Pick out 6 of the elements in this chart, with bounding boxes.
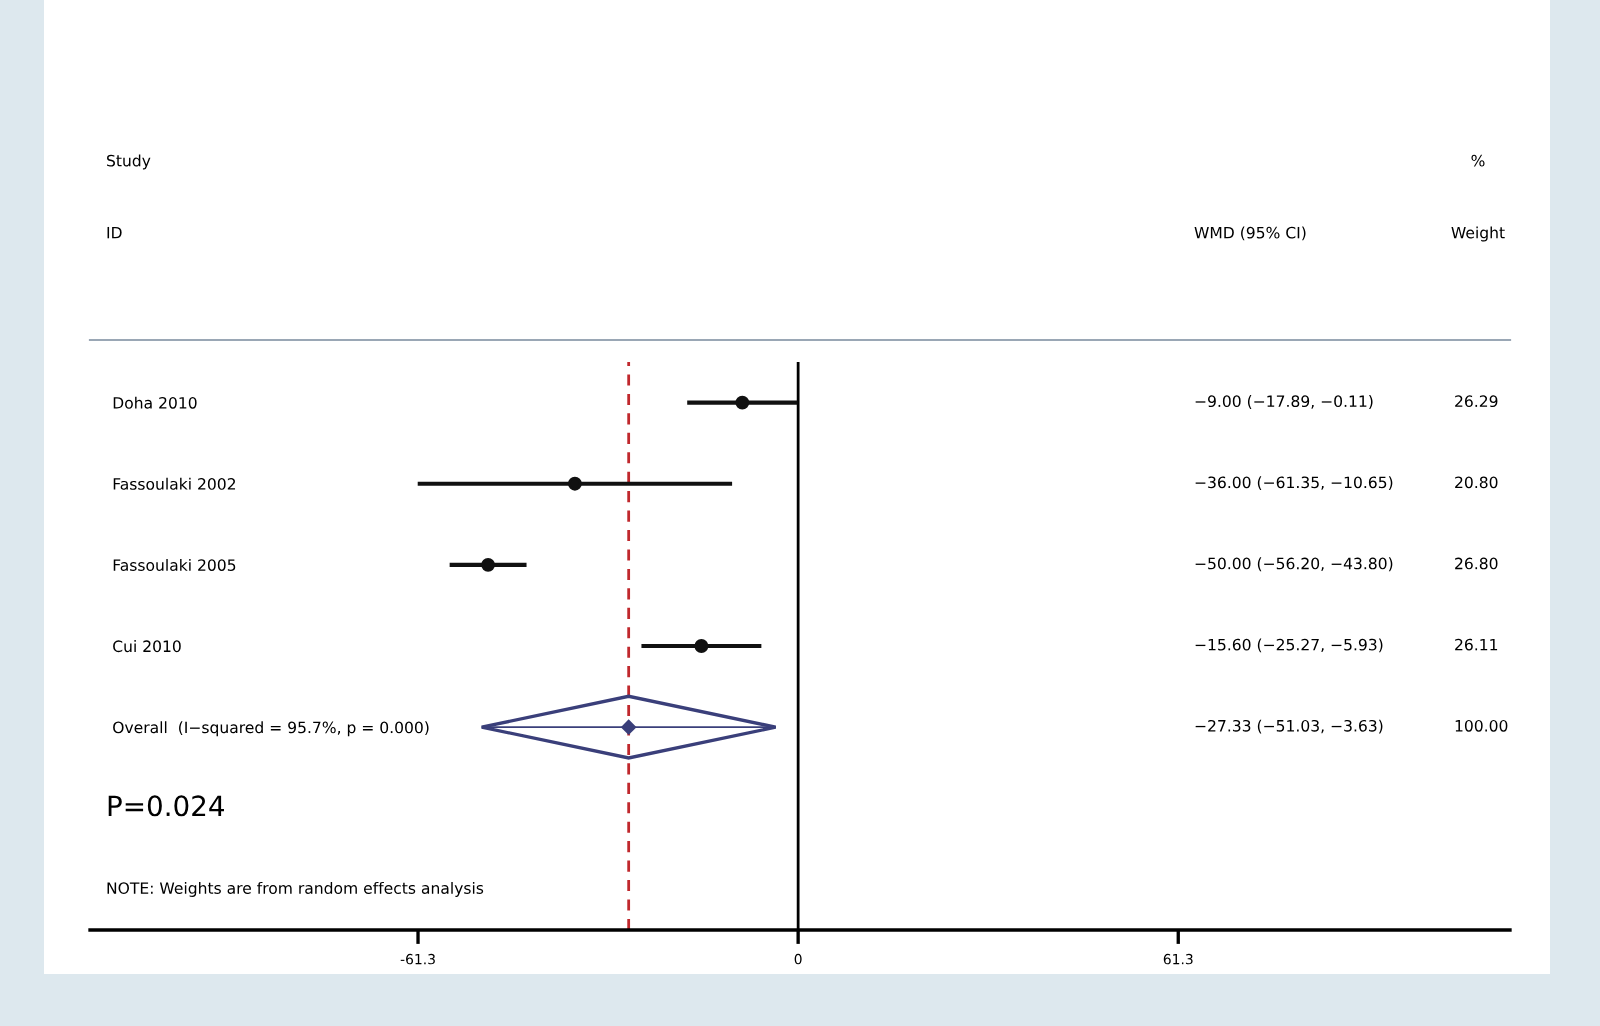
- point: [621, 719, 636, 735]
- annotation: P=0.024: [108, 795, 224, 817]
- point: [735, 395, 750, 410]
- point: [694, 639, 709, 653]
- point: [481, 557, 496, 572]
- point: [567, 476, 582, 491]
